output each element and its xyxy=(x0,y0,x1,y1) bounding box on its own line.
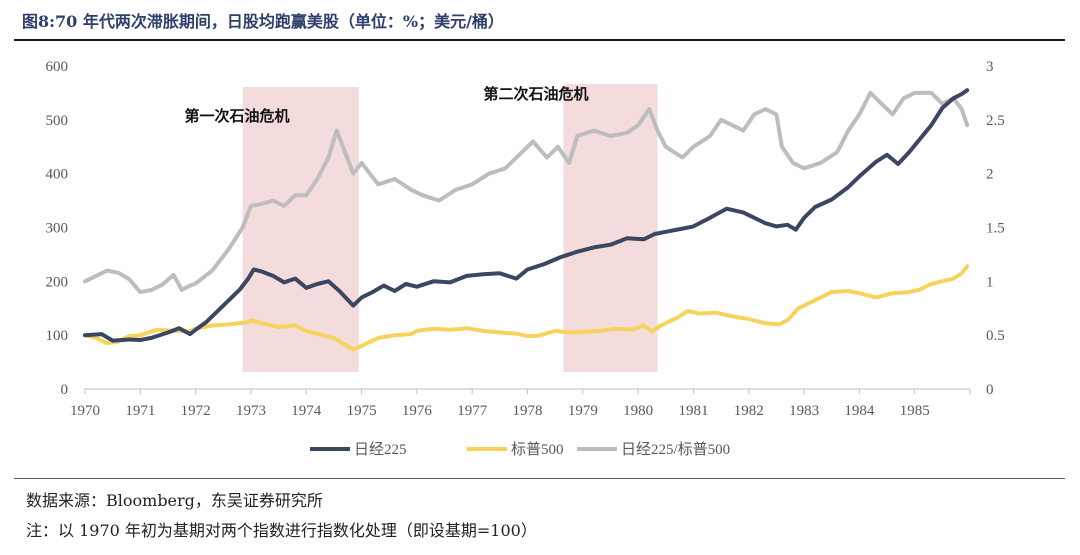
y-left-tick-label: 400 xyxy=(46,167,69,183)
x-tick-label: 1983 xyxy=(789,403,819,419)
shaded-period-2 xyxy=(563,84,658,372)
chart-title: 图8:70 年代两次滞胀期间，日股均跑赢美股（单位：%；美元/桶） xyxy=(22,12,504,31)
y-left-tick-label: 600 xyxy=(46,59,69,75)
x-tick-label: 1985 xyxy=(900,403,930,419)
legend-label-2: 标普500 xyxy=(511,441,564,458)
y-right-tick-label: 0 xyxy=(986,382,994,398)
footer-rule xyxy=(14,478,1065,479)
x-tick-label: 1970 xyxy=(70,403,100,419)
x-tick-label: 1972 xyxy=(181,403,211,419)
x-tick-label: 1976 xyxy=(402,403,433,419)
y-right-tick-label: 2.5 xyxy=(986,113,1005,129)
series-line-3 xyxy=(83,90,970,295)
x-tick-label: 1982 xyxy=(734,403,764,419)
x-tick-label: 1981 xyxy=(678,403,708,419)
x-tick-label: 1979 xyxy=(568,403,598,419)
y-left-tick-label: 300 xyxy=(46,221,69,237)
y-right-tick-label: 3 xyxy=(986,59,994,75)
shaded-period-label-1: 第一次石油危机 xyxy=(184,107,289,125)
legend-label-3: 日经225/标普500 xyxy=(621,441,730,458)
y-left-tick-label: 0 xyxy=(61,382,69,398)
title-rule xyxy=(14,39,1065,41)
y-left-tick-label: 500 xyxy=(46,113,69,129)
legend: 日经225 标普500 日经225/标普500 xyxy=(310,441,730,458)
y-right-tick-label: 2 xyxy=(986,167,994,183)
label-layer: 第一次石油危机 第二次石油危机 xyxy=(184,85,588,125)
x-tick-label: 1980 xyxy=(623,403,653,419)
x-tick-label: 1974 xyxy=(291,403,322,419)
chart-svg: 0 100 200 300 400 500 600 0 0.5 1 1.5 2 2.5 3 1970 1971… xyxy=(46,59,1005,458)
axis-layer: 0 100 200 300 400 500 600 0 0.5 1 1.5 2 2.5 3 1970 1971… xyxy=(46,59,1005,419)
x-tick-label: 1975 xyxy=(347,403,377,419)
y-right-tick-label: 1.5 xyxy=(986,221,1005,237)
x-tick-label: 1978 xyxy=(513,403,543,419)
legend-label-1: 日经225 xyxy=(354,441,407,458)
shaded-period-label-2: 第二次石油危机 xyxy=(483,85,588,103)
y-left-tick-label: 200 xyxy=(46,274,69,290)
x-tick-label: 1984 xyxy=(844,403,875,419)
y-right-tick-label: 0.5 xyxy=(986,328,1005,344)
x-tick-label: 1973 xyxy=(236,403,266,419)
y-right-tick-label: 1 xyxy=(986,274,994,290)
note-text: 注：以 1970 年初为基期对两个指数进行指数化处理（即设基期=100） xyxy=(26,521,537,540)
y-left-tick-label: 100 xyxy=(46,328,69,344)
source-text: 数据来源：Bloomberg，东吴证券研究所 xyxy=(26,491,323,510)
series-layer xyxy=(83,88,970,352)
x-tick-label: 1971 xyxy=(125,403,155,419)
series-line-1 xyxy=(83,88,970,343)
x-tick-label: 1977 xyxy=(457,403,488,419)
series-line-2 xyxy=(83,264,970,352)
